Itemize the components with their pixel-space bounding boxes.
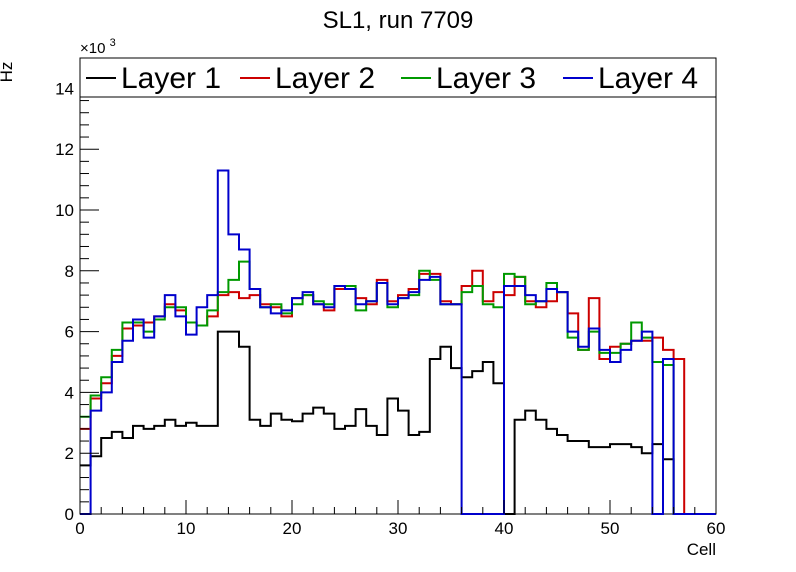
x-axis-label: Cell <box>687 540 716 559</box>
y-multiplier-base: ×10 <box>80 40 105 57</box>
legend: Layer 1 Layer 2 Layer 3 Layer 4 <box>79 57 717 98</box>
legend-label-layer-3: Layer 3 <box>436 62 536 95</box>
legend-box <box>79 57 717 98</box>
x-tick-label: 60 <box>707 519 726 538</box>
y-axis-label: Hz <box>0 62 16 83</box>
y-tick-label: 8 <box>65 262 74 281</box>
x-tick-label: 50 <box>601 519 620 538</box>
y-tick-label: 6 <box>65 323 74 342</box>
chart-title: SL1, run 7709 <box>323 7 474 34</box>
legend-label-layer-1: Layer 1 <box>121 62 221 95</box>
y-axis-multiplier: ×10 3 <box>80 37 116 57</box>
series-line-layer-4 <box>80 169 716 515</box>
legend-label-layer-2: Layer 2 <box>275 62 375 95</box>
axes-group: 0 10 20 30 40 50 60 0 2 4 6 8 10 12 14 <box>55 63 726 538</box>
x-tick-label: 30 <box>389 519 408 538</box>
y-tick-label: 14 <box>55 79 74 98</box>
x-tick-label: 20 <box>283 519 302 538</box>
series-line-layer-3 <box>80 260 716 515</box>
series-line-layer-1 <box>80 330 716 515</box>
y-tick-label: 2 <box>65 444 74 463</box>
y-tick-label: 4 <box>65 383 74 402</box>
legend-label-layer-4: Layer 4 <box>598 62 698 95</box>
y-multiplier-exponent: 3 <box>110 37 116 49</box>
x-tick-label: 40 <box>495 519 514 538</box>
x-tick-label: 10 <box>177 519 196 538</box>
series-group <box>80 169 716 515</box>
y-tick-label: 12 <box>55 140 74 159</box>
y-tick-label: 10 <box>55 201 74 220</box>
x-tick-label: 0 <box>75 519 84 538</box>
y-tick-label: 0 <box>65 505 74 524</box>
